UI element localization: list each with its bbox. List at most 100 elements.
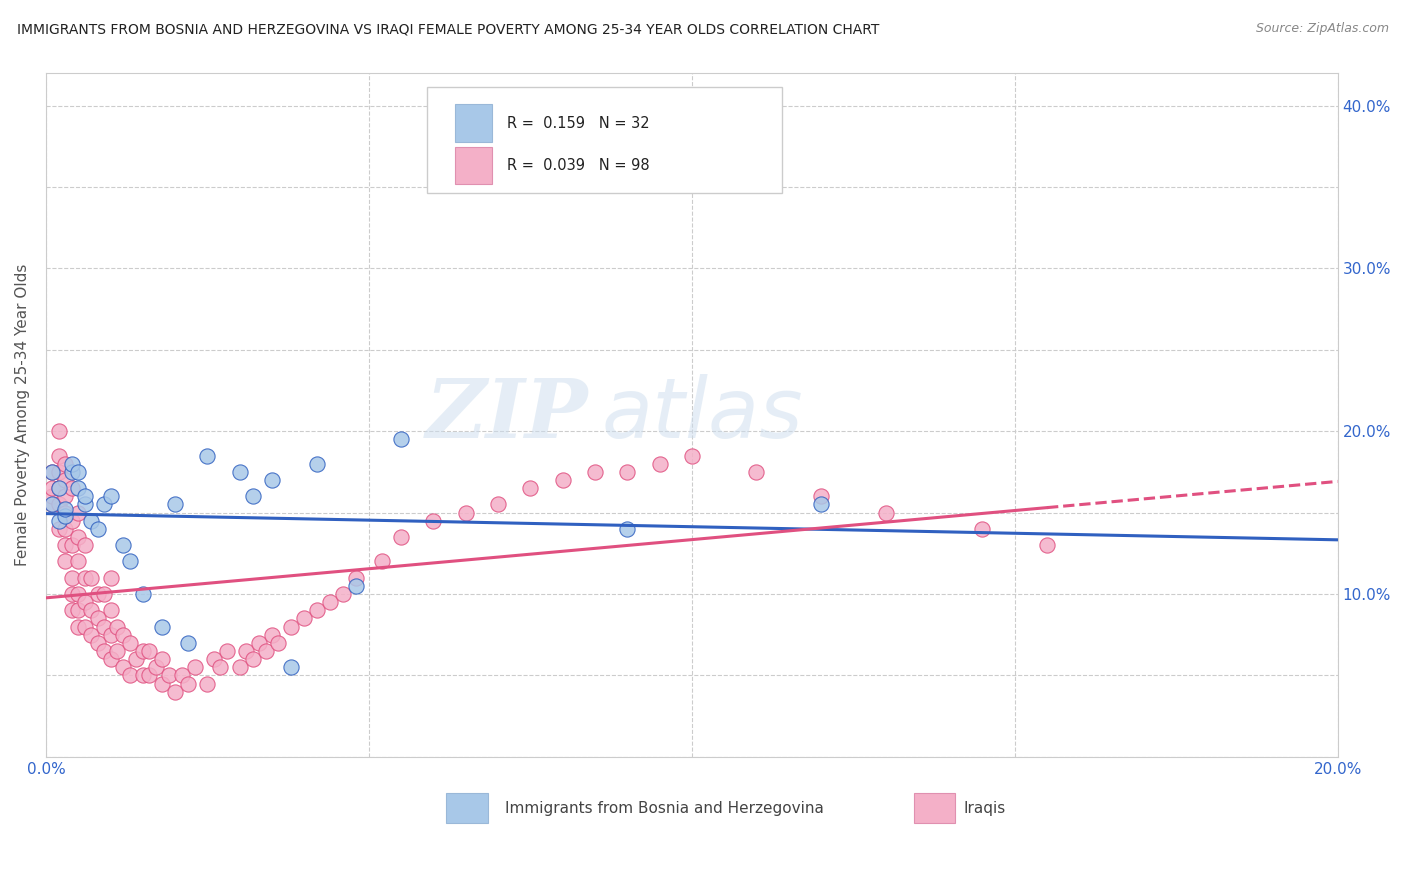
Point — [183, 660, 205, 674]
Point — [86, 611, 108, 625]
FancyBboxPatch shape — [427, 87, 782, 193]
Point — [73, 571, 96, 585]
Point — [86, 636, 108, 650]
Point — [138, 644, 160, 658]
Point — [616, 522, 638, 536]
Point — [48, 514, 70, 528]
Point — [242, 652, 264, 666]
Point — [41, 498, 63, 512]
Point — [41, 481, 63, 495]
Point — [267, 636, 290, 650]
Point — [165, 684, 187, 698]
Point — [60, 571, 83, 585]
Point — [138, 668, 160, 682]
Point — [67, 465, 90, 479]
Point — [41, 498, 63, 512]
Text: Source: ZipAtlas.com: Source: ZipAtlas.com — [1256, 22, 1389, 36]
Point — [53, 502, 76, 516]
Point — [105, 619, 128, 633]
Point — [157, 668, 180, 682]
Point — [197, 676, 219, 690]
Point — [93, 587, 115, 601]
Point — [80, 571, 103, 585]
Point — [389, 433, 412, 447]
Point — [53, 489, 76, 503]
Point — [100, 571, 122, 585]
Point — [132, 644, 155, 658]
Point — [247, 636, 270, 650]
Point — [112, 628, 135, 642]
Point — [519, 481, 541, 495]
Point — [67, 506, 90, 520]
FancyBboxPatch shape — [914, 793, 955, 823]
Point — [118, 554, 141, 568]
Point — [73, 498, 96, 512]
Point — [254, 644, 277, 658]
Point — [648, 457, 671, 471]
Point — [60, 457, 83, 471]
Text: R =  0.039   N = 98: R = 0.039 N = 98 — [508, 158, 650, 173]
Point — [616, 465, 638, 479]
Point — [972, 522, 994, 536]
Point — [810, 498, 832, 512]
Point — [53, 473, 76, 487]
Point — [53, 457, 76, 471]
Text: R =  0.159   N = 32: R = 0.159 N = 32 — [508, 116, 650, 130]
Point — [583, 465, 606, 479]
Point — [60, 538, 83, 552]
Point — [344, 571, 367, 585]
Point — [215, 644, 238, 658]
Point — [235, 644, 257, 658]
Point — [48, 424, 70, 438]
Point — [422, 514, 444, 528]
Point — [53, 538, 76, 552]
Point — [165, 498, 187, 512]
Point — [332, 587, 354, 601]
Point — [132, 668, 155, 682]
Point — [73, 489, 96, 503]
Point — [48, 481, 70, 495]
Point — [177, 636, 200, 650]
Point — [150, 619, 173, 633]
Point — [80, 514, 103, 528]
Point — [100, 628, 122, 642]
Point — [454, 506, 477, 520]
Point — [319, 595, 342, 609]
Point — [344, 579, 367, 593]
FancyBboxPatch shape — [456, 146, 492, 185]
Point — [41, 465, 63, 479]
Point — [228, 660, 250, 674]
Point — [389, 530, 412, 544]
Point — [93, 644, 115, 658]
Point — [86, 587, 108, 601]
Point — [67, 530, 90, 544]
Point — [260, 473, 283, 487]
Point — [105, 644, 128, 658]
Point — [745, 465, 768, 479]
Point — [486, 498, 509, 512]
Point — [67, 603, 90, 617]
Point — [292, 611, 315, 625]
Point — [48, 449, 70, 463]
Point — [53, 506, 76, 520]
Point — [48, 522, 70, 536]
Point — [112, 538, 135, 552]
Point — [875, 506, 897, 520]
Point — [41, 465, 63, 479]
Point — [48, 465, 70, 479]
Point — [60, 514, 83, 528]
Point — [280, 660, 302, 674]
Point — [177, 676, 200, 690]
Point — [280, 619, 302, 633]
Point — [93, 498, 115, 512]
Point — [100, 603, 122, 617]
Point — [118, 636, 141, 650]
Point — [60, 603, 83, 617]
Point — [48, 481, 70, 495]
Point — [125, 652, 148, 666]
Point — [48, 498, 70, 512]
Point — [681, 449, 703, 463]
Text: Immigrants from Bosnia and Herzegovina: Immigrants from Bosnia and Herzegovina — [505, 801, 824, 815]
Point — [60, 587, 83, 601]
Point — [60, 465, 83, 479]
